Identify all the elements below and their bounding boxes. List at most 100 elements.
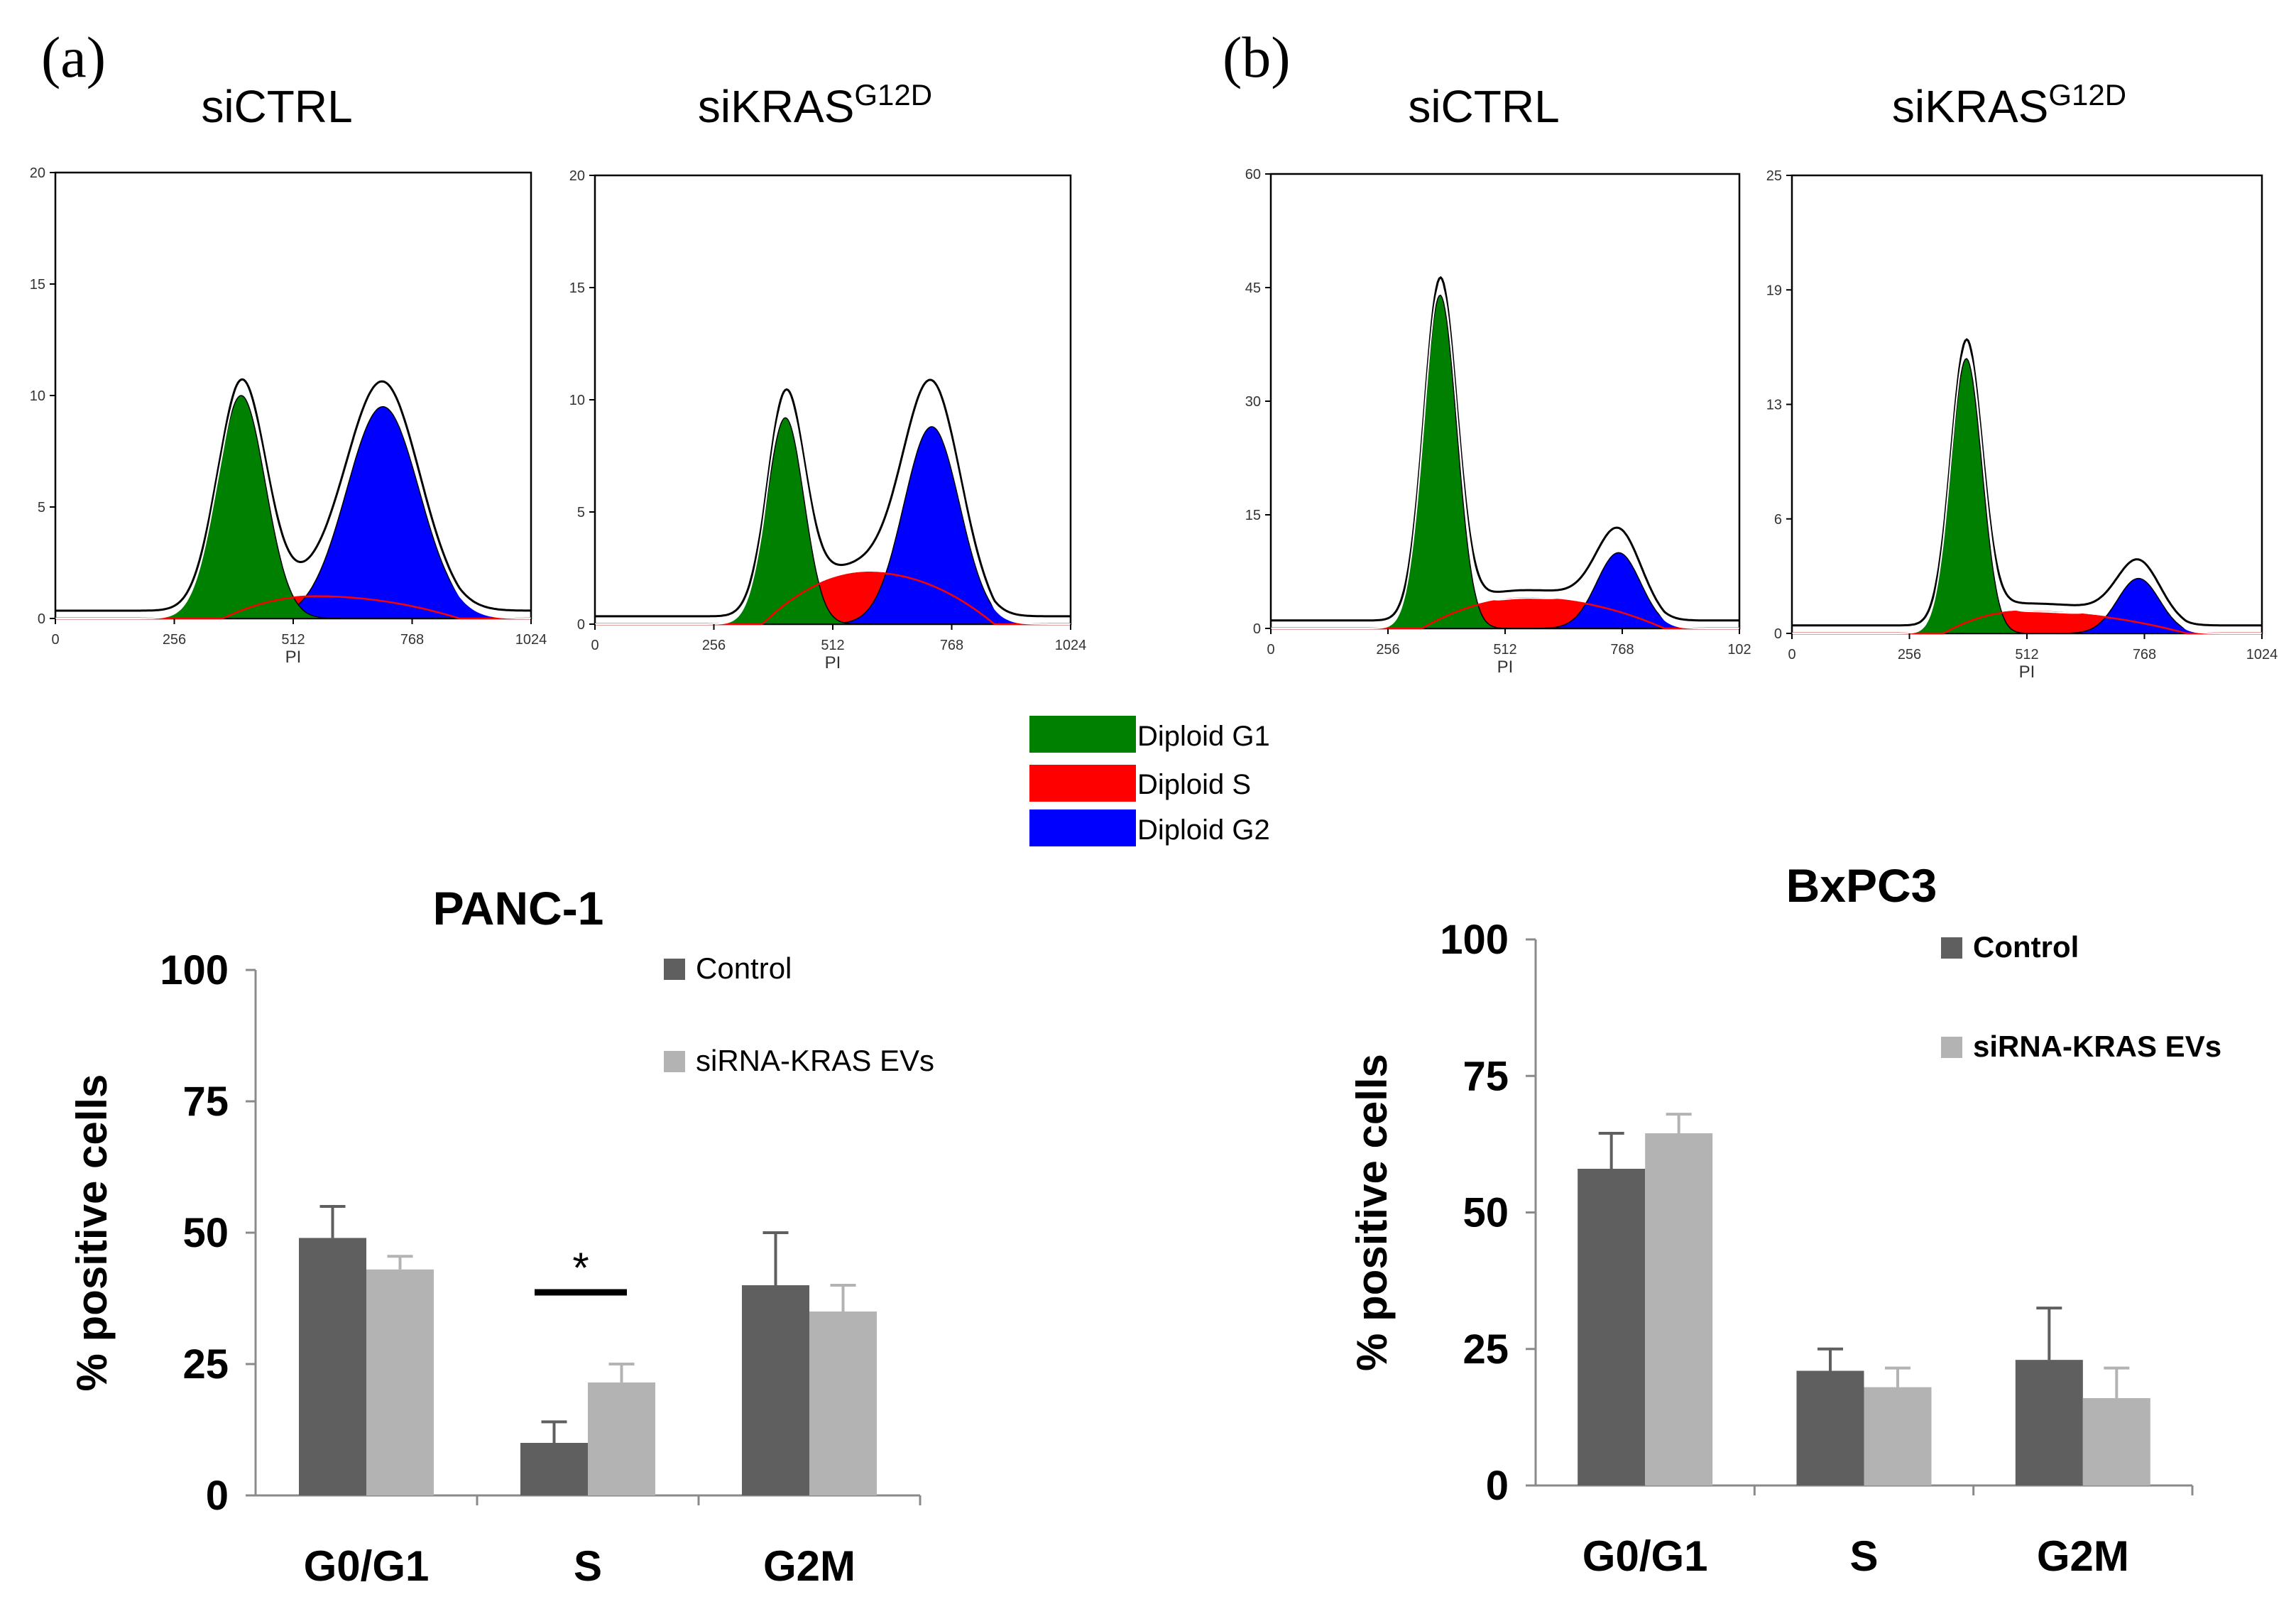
histogram-a-kras: 0 5 10 15 20 0 256 512 768 1024 PI [569, 168, 1087, 672]
histogram-b-kras: 0 6 13 19 25 0 256 512 768 1024 PI [1766, 168, 2278, 682]
phase-legend: Diploid G1 Diploid S Diploid G2 [1029, 716, 1270, 846]
y-tick-label: 30 [1245, 394, 1261, 410]
bar-control [742, 1285, 809, 1495]
category-label: S [1849, 1532, 1878, 1580]
category-label: G0/G1 [1582, 1532, 1708, 1580]
y-tick-label: 0 [1253, 621, 1261, 637]
legend-swatch-control [1941, 937, 1962, 959]
x-tick-label: 768 [1610, 642, 1634, 658]
y-tick-label: 25 [1766, 168, 1782, 184]
y-tick-label: 15 [1245, 508, 1261, 523]
legend-swatch-s [1029, 765, 1136, 802]
title-main: siKRAS [698, 81, 855, 132]
histogram-a-ctrl: 0 5 10 15 20 0 256 512 768 1024 PI [30, 165, 547, 667]
y-tick-label: 0 [206, 1473, 229, 1519]
y-tick-label: 50 [182, 1210, 229, 1256]
legend-swatch-g2 [1029, 809, 1136, 846]
y-tick-label: 10 [569, 393, 585, 408]
x-tick-label: 1024 [1055, 638, 1087, 653]
y-axis-label: % positive cells [68, 1074, 116, 1392]
category-label: G2M [763, 1542, 855, 1590]
y-axis-label: % positive cells [1348, 1054, 1396, 1371]
bar-control [1578, 1168, 1646, 1485]
y-tick-label: 15 [30, 277, 45, 293]
y-tick-label: 60 [1245, 167, 1261, 182]
x-axis-label: PI [1497, 658, 1514, 677]
y-tick-label: 0 [38, 611, 45, 627]
bar-chart-panc1: PANC-1 % positive cells 0 25 50 75 100 G0/G1 S G2… [68, 882, 934, 1590]
plot-frame [1269, 173, 1741, 630]
legend-swatch-control [664, 959, 685, 980]
plot-frame [1791, 174, 2263, 635]
panel-label-b: (b) [1223, 25, 1291, 89]
bar-control [520, 1443, 588, 1495]
title-superscript: G12D [854, 78, 932, 111]
fit-envelope-outer [1271, 276, 1739, 622]
y-tick-label: 20 [30, 165, 45, 181]
legend-swatch-g1 [1029, 716, 1136, 753]
y-tick-label: 13 [1766, 398, 1782, 413]
plot-frame [54, 171, 532, 620]
x-tick-label: 256 [1898, 647, 1921, 662]
y-tick-label: 6 [1774, 512, 1782, 528]
hist-a-kras-title: siKRASG12D [698, 78, 932, 132]
legend-label-sirna: siRNA-KRAS EVs [696, 1044, 934, 1077]
y-tick-label: 75 [182, 1079, 229, 1125]
fit-envelope-inner [1271, 284, 1739, 629]
fit-envelope-outer [55, 378, 531, 612]
y-tick-label: 25 [1463, 1326, 1509, 1373]
legend-swatch-sirna [664, 1051, 685, 1072]
x-tick-label: 512 [281, 632, 305, 648]
x-tick-label: 0 [1788, 647, 1795, 662]
histogram-b-ctrl: 0 15 30 45 60 0 256 512 768 102 PI [1245, 167, 1751, 677]
y-tick-label: 0 [577, 617, 585, 633]
bar-chart-bxpc3: BxPC3 % positive cells 0 25 50 75 100 G0/G1 S G2M… [1348, 859, 2221, 1580]
x-axis-label: PI [825, 653, 841, 672]
category-label: S [574, 1542, 602, 1590]
x-axis-label: PI [285, 648, 302, 667]
y-tick-label: 25 [182, 1341, 229, 1387]
x-tick-label: 0 [51, 632, 59, 648]
category-label: G0/G1 [304, 1542, 430, 1590]
bar-sirna [366, 1269, 434, 1495]
fit-envelope-inner [55, 386, 531, 619]
x-tick-label: 0 [1267, 642, 1274, 658]
bar-sirna [1645, 1133, 1713, 1485]
chart-title: BxPC3 [1786, 859, 1937, 912]
fit-envelope-outer [1792, 338, 2262, 627]
hist-a-ctrl-title: siCTRL [201, 81, 352, 132]
legend-label-s: Diploid S [1137, 769, 1251, 800]
y-tick-label: 15 [569, 280, 585, 296]
y-tick-label: 100 [1440, 917, 1509, 963]
legend-label-g2: Diploid G2 [1137, 814, 1270, 846]
y-tick-label: 100 [160, 947, 229, 993]
bar-sirna [2082, 1397, 2150, 1485]
y-tick-label: 5 [577, 505, 585, 520]
x-tick-label: 0 [591, 638, 598, 653]
panel-label-a: (a) [41, 25, 106, 89]
y-tick-label: 75 [1463, 1053, 1509, 1099]
y-tick-label: 10 [30, 388, 45, 404]
legend-swatch-sirna [1941, 1037, 1962, 1058]
x-tick-label: 512 [1493, 642, 1516, 658]
fit-envelope-inner [1792, 347, 2262, 634]
x-tick-label: 512 [2015, 647, 2038, 662]
hist-b-ctrl-title: siCTRL [1408, 81, 1559, 132]
title-superscript: G12D [2048, 78, 2126, 111]
x-tick-label: 256 [163, 632, 186, 648]
x-tick-label: 102 [1727, 642, 1751, 658]
x-tick-label: 1024 [515, 632, 547, 648]
x-tick-label: 256 [702, 638, 726, 653]
legend-label-sirna: siRNA-KRAS EVs [1973, 1030, 2221, 1063]
legend-label-control: Control [696, 952, 792, 985]
y-tick-label: 50 [1463, 1190, 1509, 1236]
x-axis-label: PI [2019, 662, 2035, 682]
legend-label-g1: Diploid G1 [1137, 721, 1270, 752]
fit-envelope-inner [595, 387, 1071, 625]
title-main: siKRAS [1892, 81, 2049, 132]
category-label: G2M [2037, 1532, 2129, 1580]
x-tick-label: 768 [940, 638, 963, 653]
bar-control [1796, 1370, 1864, 1485]
x-tick-label: 256 [1376, 642, 1399, 658]
bar-sirna [1864, 1387, 1932, 1485]
